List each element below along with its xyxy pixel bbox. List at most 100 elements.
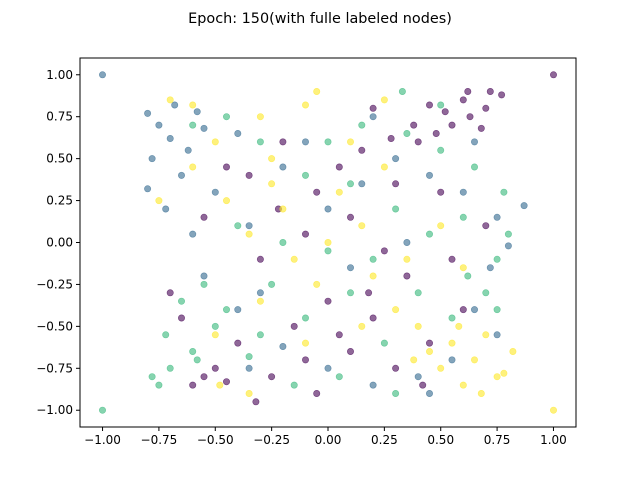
scatter-point [493,373,501,381]
scatter-point [279,205,287,213]
scatter-point [178,171,186,179]
scatter-point [414,289,422,297]
y-tick-label: −1.00 [36,403,73,417]
scatter-point [171,101,179,109]
scatter-point [245,389,253,397]
scatter-point [313,88,321,96]
scatter-point [437,222,445,230]
scatter-point [392,306,400,314]
x-tick-label: 0.50 [427,433,454,447]
scatter-point [380,339,388,347]
scatter-point [414,322,422,330]
x-tick-label: 0.75 [484,433,511,447]
scatter-point [369,272,377,280]
scatter-point [223,163,231,171]
scatter-point [380,96,388,104]
scatter-point [549,406,557,414]
scatter-point [425,101,433,109]
scatter-point [387,135,395,143]
scatter-point [358,322,366,330]
scatter-point [477,389,485,397]
scatter-point [414,138,422,146]
scatter-point [392,155,400,163]
scatter-point [178,314,186,322]
scatter-point [324,364,332,372]
scatter-point [358,222,366,230]
scatter-point [301,171,309,179]
scatter-point [358,121,366,129]
scatter-point [509,347,517,355]
scatter-point [346,180,354,188]
y-tick-label: 0.25 [46,194,73,208]
scatter-point [482,104,490,112]
scatter-point [301,339,309,347]
scatter-point [464,272,472,280]
scatter-point [358,146,366,154]
scatter-point [144,185,152,193]
scatter-point [410,121,418,129]
scatter-point [256,138,264,146]
scatter-point [466,113,474,121]
scatter-point [358,180,366,188]
scatter-point [425,230,433,238]
scatter-point [223,306,231,314]
x-axis-ticks: −1.00 −0.75 −0.50 −0.25 0.00 0.25 0.50 0.75 1.00 [84,427,567,447]
scatter-point [365,289,373,297]
x-tick-label: 1.00 [540,433,567,447]
scatter-point [470,356,478,364]
scatter-point [464,88,472,96]
y-tick-label: 0.75 [46,110,73,124]
scatter-point [403,255,411,263]
scatter-point [403,130,411,138]
scatter-point [493,331,501,339]
scatter-point [148,155,156,163]
scatter-point [346,213,354,221]
scatter-point [549,71,557,79]
scatter-point [290,381,298,389]
scatter-point [279,239,287,247]
scatter-point [500,369,508,377]
scatter-point [470,306,478,314]
scatter-point [166,364,174,372]
scatter-point [437,101,445,109]
scatter-point [448,339,456,347]
scatter-point [193,356,201,364]
scatter-point [234,339,242,347]
scatter-point [189,163,197,171]
scatter-point [477,124,485,132]
scatter-point [245,222,253,230]
scatter-point [441,108,449,116]
scatter-point [498,91,506,99]
scatter-point [448,255,456,263]
scatter-point [392,389,400,397]
x-tick-label: −0.75 [141,433,178,447]
scatter-point [403,239,411,247]
scatter-point [335,163,343,171]
scatter-point [369,381,377,389]
scatter-point [520,202,528,210]
scatter-point [211,364,219,372]
scatter-point [301,101,309,109]
scatter-point [369,255,377,263]
scatter-point [301,138,309,146]
scatter-point [256,297,264,305]
scatter-point [455,322,463,330]
scatter-point [166,135,174,143]
y-tick-label: −0.75 [36,361,73,375]
scatter-point [398,88,406,96]
scatter-point [290,322,298,330]
scatter-point [414,373,422,381]
x-tick-label: 0.00 [315,433,342,447]
scatter-point [216,381,224,389]
scatter-point [410,356,418,364]
scatter-point [470,138,478,146]
scatter-point [162,205,170,213]
scatter-point [279,342,287,350]
scatter-point [268,373,276,381]
scatter-point [256,255,264,263]
scatter-point [459,306,467,314]
scatter-point [234,222,242,230]
scatter-point [403,272,411,280]
scatter-point [448,314,456,322]
